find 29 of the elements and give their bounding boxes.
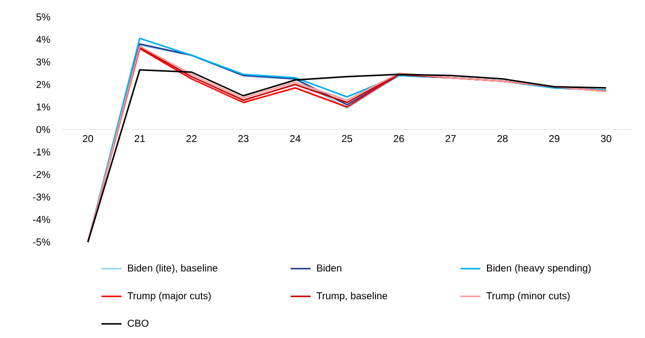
- x-tick-label: 28: [497, 135, 508, 142]
- x-tick-label: 26: [394, 135, 404, 142]
- y-tick-label: -5%: [33, 238, 50, 246]
- legend-label: CBO: [128, 320, 148, 327]
- x-tick-label: 20: [82, 135, 94, 142]
- legend-label: Biden: [317, 264, 342, 272]
- x-tick-label: 22: [186, 135, 197, 142]
- x-tick-label: 29: [549, 135, 560, 142]
- x-tick-label: 21: [134, 135, 145, 142]
- y-tick-label: -4%: [33, 216, 50, 224]
- y-tick-label: 3%: [36, 58, 50, 66]
- y-tick-label: -2%: [33, 170, 50, 178]
- legend-label: Trump (major cuts): [127, 292, 211, 302]
- legend-label: Trump (minor cuts): [486, 292, 570, 302]
- legend-label: Biden (heavy spending): [487, 264, 591, 274]
- x-tick-label: 24: [290, 135, 300, 142]
- y-tick-label: 5%: [36, 13, 50, 21]
- x-tick-label: 25: [342, 135, 352, 142]
- x-tick-label: 27: [446, 135, 456, 142]
- y-tick-label: 4%: [36, 36, 50, 43]
- y-tick-label: -3%: [33, 193, 50, 201]
- y-tick-label: -1%: [33, 148, 50, 156]
- y-tick-label: 0%: [36, 126, 50, 134]
- y-tick-label: 2%: [36, 80, 50, 88]
- legend-label: Biden (lite), baseline: [128, 264, 218, 274]
- x-tick-label: 23: [238, 135, 248, 142]
- y-tick-label: 1%: [36, 103, 50, 110]
- legend-label: Trump, baseline: [316, 292, 388, 302]
- x-tick-label: 30: [600, 135, 612, 142]
